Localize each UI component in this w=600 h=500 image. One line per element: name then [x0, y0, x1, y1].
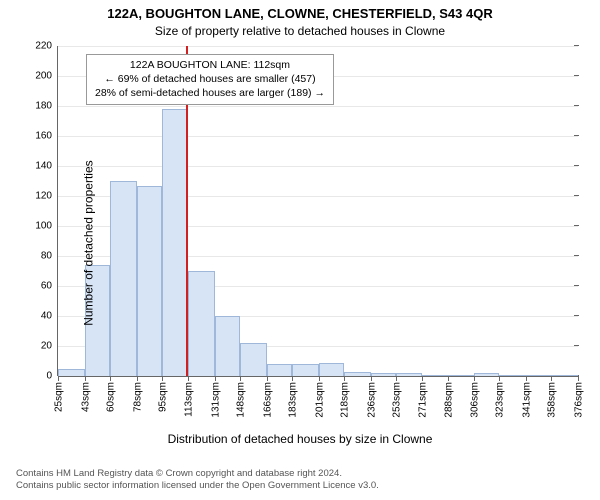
xtick-label: 288sqm — [441, 382, 454, 418]
ytick-mark — [574, 225, 579, 226]
xtick-mark — [551, 376, 552, 381]
ytick-label: 140 — [35, 161, 58, 172]
xtick-label: 43sqm — [78, 382, 91, 412]
annotation-line-1: 122A BOUGHTON LANE: 112sqm — [95, 58, 325, 72]
ytick-mark — [574, 345, 579, 346]
ytick-mark — [574, 285, 579, 286]
ytick-mark — [574, 135, 579, 136]
annotation-line-3: 28% of semi-detached houses are larger (… — [95, 86, 325, 100]
xtick-mark — [344, 376, 345, 381]
y-axis-line — [57, 46, 58, 376]
xtick-mark — [162, 376, 163, 381]
histogram-bar — [58, 369, 85, 377]
histogram-bar — [215, 316, 240, 376]
xtick-label: 131sqm — [209, 382, 222, 418]
histogram-bar — [267, 364, 292, 376]
xtick-label: 95sqm — [155, 382, 168, 412]
ytick-label: 160 — [35, 131, 58, 142]
xtick-label: 253sqm — [389, 382, 402, 418]
xtick-mark — [319, 376, 320, 381]
xtick-mark — [215, 376, 216, 381]
gridline-h — [58, 136, 578, 137]
xtick-mark — [267, 376, 268, 381]
ytick-mark — [574, 315, 579, 316]
y-axis-label: Number of detached properties — [82, 160, 96, 325]
xtick-mark — [474, 376, 475, 381]
ytick-mark — [574, 105, 579, 106]
xtick-label: 341sqm — [520, 382, 533, 418]
ytick-label: 200 — [35, 71, 58, 82]
xtick-label: 358sqm — [545, 382, 558, 418]
ytick-label: 120 — [35, 191, 58, 202]
xtick-label: 306sqm — [468, 382, 481, 418]
xtick-mark — [85, 376, 86, 381]
ytick-mark — [574, 45, 579, 46]
x-axis-label: Distribution of detached houses by size … — [0, 432, 600, 446]
xtick-mark — [110, 376, 111, 381]
xtick-label: 78sqm — [130, 382, 143, 412]
ytick-label: 80 — [41, 251, 58, 262]
gridline-h — [58, 46, 578, 47]
ytick-label: 40 — [41, 311, 58, 322]
ytick-mark — [574, 255, 579, 256]
chart-container: 122A, BOUGHTON LANE, CLOWNE, CHESTERFIEL… — [0, 0, 600, 500]
chart-title-main: 122A, BOUGHTON LANE, CLOWNE, CHESTERFIEL… — [0, 6, 600, 21]
histogram-bar — [137, 186, 162, 377]
xtick-mark — [188, 376, 189, 381]
xtick-label: 323sqm — [493, 382, 506, 418]
histogram-bar — [319, 363, 344, 377]
xtick-mark — [499, 376, 500, 381]
xtick-label: 201sqm — [312, 382, 325, 418]
footer-text: Contains HM Land Registry data © Crown c… — [16, 468, 379, 492]
gridline-h — [58, 106, 578, 107]
ytick-mark — [574, 195, 579, 196]
ytick-label: 180 — [35, 101, 58, 112]
ytick-mark — [574, 75, 579, 76]
xtick-mark — [58, 376, 59, 381]
footer-line-2: Contains public sector information licen… — [16, 480, 379, 492]
xtick-label: 148sqm — [234, 382, 247, 418]
xtick-mark — [396, 376, 397, 381]
xtick-mark — [578, 376, 579, 381]
xtick-mark — [292, 376, 293, 381]
ytick-label: 100 — [35, 221, 58, 232]
xtick-mark — [240, 376, 241, 381]
xtick-mark — [448, 376, 449, 381]
xtick-mark — [422, 376, 423, 381]
xtick-label: 236sqm — [364, 382, 377, 418]
histogram-bar — [162, 109, 189, 376]
ytick-label: 60 — [41, 281, 58, 292]
xtick-mark — [526, 376, 527, 381]
xtick-mark — [371, 376, 372, 381]
xtick-label: 376sqm — [572, 382, 585, 418]
footer-line-1: Contains HM Land Registry data © Crown c… — [16, 468, 379, 480]
annotation-box: 122A BOUGHTON LANE: 112sqm ← 69% of deta… — [86, 54, 334, 105]
ytick-label: 220 — [35, 41, 58, 52]
gridline-h — [58, 166, 578, 167]
xtick-label: 113sqm — [182, 382, 195, 417]
xtick-label: 25sqm — [52, 382, 65, 412]
xtick-label: 271sqm — [416, 382, 429, 418]
histogram-bar — [240, 343, 267, 376]
xtick-label: 166sqm — [260, 382, 273, 418]
xtick-mark — [137, 376, 138, 381]
xtick-label: 183sqm — [286, 382, 299, 418]
annotation-line-2: ← 69% of detached houses are smaller (45… — [95, 72, 325, 86]
ytick-label: 20 — [41, 341, 58, 352]
xtick-label: 60sqm — [103, 382, 116, 412]
chart-title-sub: Size of property relative to detached ho… — [0, 24, 600, 38]
ytick-mark — [574, 165, 579, 166]
histogram-bar — [110, 181, 137, 376]
histogram-bar — [292, 364, 319, 376]
histogram-bar — [188, 271, 215, 376]
xtick-label: 218sqm — [337, 382, 350, 418]
